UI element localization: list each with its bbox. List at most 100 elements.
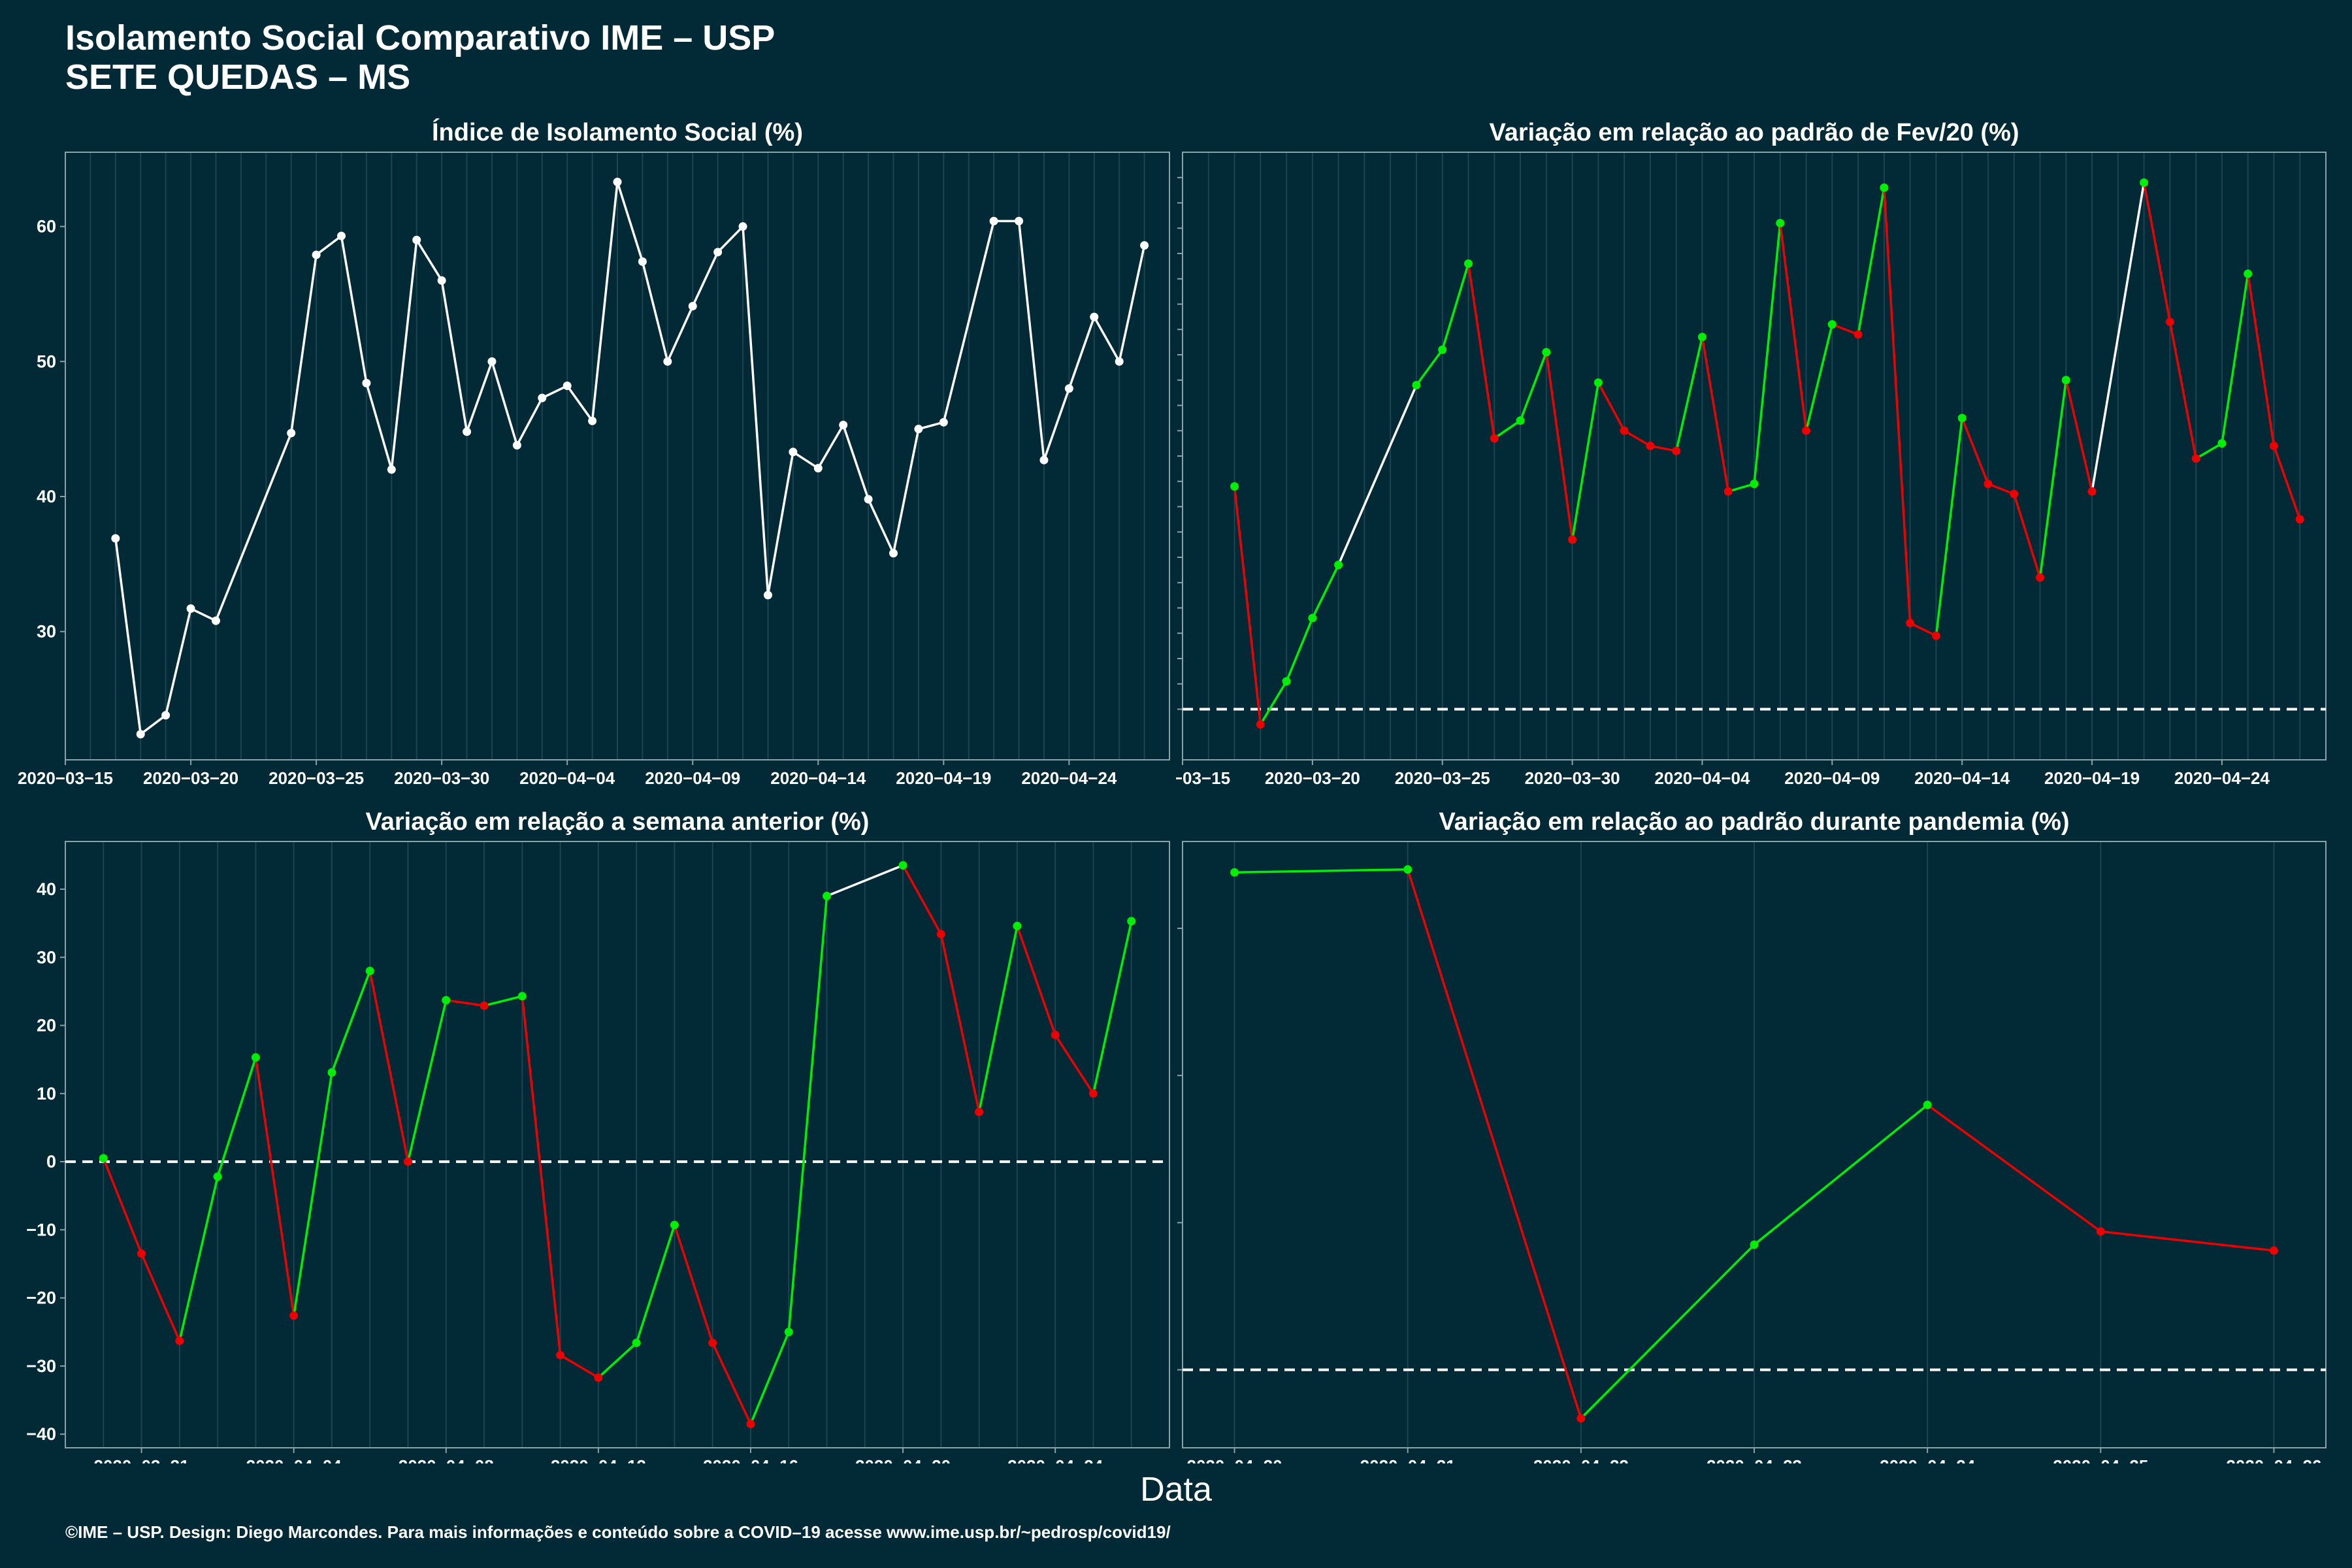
series-segment bbox=[1727, 482, 1755, 493]
data-point bbox=[1013, 921, 1022, 930]
data-point bbox=[2165, 318, 2174, 327]
x-tick-label: 2020−04−23 bbox=[1707, 1456, 1802, 1463]
series-segment bbox=[1054, 1034, 1094, 1094]
series-segment bbox=[1935, 417, 1963, 636]
series-segment bbox=[340, 235, 368, 384]
data-point bbox=[362, 378, 371, 387]
data-point bbox=[989, 216, 998, 225]
x-tick-label: 2020−03−31 bbox=[94, 1456, 189, 1463]
series-segment bbox=[440, 280, 468, 433]
data-point bbox=[1802, 426, 1811, 435]
data-point bbox=[487, 357, 497, 366]
data-point bbox=[1776, 219, 1785, 227]
data-point bbox=[1516, 416, 1525, 425]
data-point bbox=[632, 1338, 641, 1347]
x-tick-label: 2020−04−12 bbox=[551, 1456, 646, 1463]
series-segment bbox=[1407, 869, 1582, 1419]
data-point bbox=[1438, 345, 1447, 354]
footer-credits: ©IME – USP. Design: Diego Marcondes. Par… bbox=[65, 1522, 1171, 1542]
series-segment bbox=[918, 421, 944, 431]
series-segment bbox=[1311, 564, 1340, 619]
data-point bbox=[2140, 178, 2149, 187]
series-segment bbox=[102, 1158, 143, 1254]
data-point bbox=[1697, 333, 1707, 342]
series-segment bbox=[1259, 680, 1288, 725]
data-point bbox=[588, 416, 597, 425]
series-segment bbox=[635, 1224, 676, 1343]
y-tick-label: 20 bbox=[37, 1016, 56, 1036]
x-axis-label: Data bbox=[1140, 1471, 1212, 1509]
series-segment bbox=[1650, 444, 1677, 452]
data-point bbox=[1672, 446, 1681, 455]
series-segment bbox=[521, 996, 562, 1356]
x-tick-label: 2020−04−24 bbox=[1880, 1456, 1976, 1463]
data-point bbox=[713, 248, 723, 257]
data-point bbox=[137, 1249, 146, 1258]
series-segment bbox=[766, 451, 794, 596]
x-tick-label: 2020−03−25 bbox=[269, 768, 364, 788]
data-point bbox=[789, 448, 798, 457]
data-point bbox=[823, 891, 832, 900]
series-segment bbox=[1883, 188, 1912, 623]
series-segment bbox=[977, 925, 1019, 1113]
data-point bbox=[784, 1328, 793, 1337]
data-point bbox=[2217, 439, 2227, 448]
x-tick-label: 2020−04−09 bbox=[1784, 768, 1880, 788]
x-tick-label: 2020−04−20 bbox=[1187, 1456, 1282, 1463]
data-point bbox=[327, 1068, 336, 1077]
data-point bbox=[1931, 631, 1940, 640]
series-segment bbox=[1831, 323, 1859, 336]
data-point bbox=[839, 420, 848, 429]
series-segment bbox=[406, 1000, 448, 1162]
data-point bbox=[1568, 535, 1577, 544]
data-point bbox=[663, 357, 672, 366]
x-tick-label: 2020−03−15 bbox=[1176, 768, 1230, 788]
series-segment bbox=[542, 384, 568, 399]
data-point bbox=[563, 382, 572, 391]
data-point bbox=[2096, 1227, 2105, 1236]
data-point bbox=[1403, 865, 1413, 874]
series-segment bbox=[792, 451, 819, 470]
y-tick-label: 10 bbox=[37, 1084, 56, 1103]
data-point bbox=[2244, 269, 2253, 278]
data-point bbox=[975, 1107, 984, 1117]
data-point bbox=[936, 930, 945, 939]
data-point bbox=[1051, 1030, 1060, 1039]
data-point bbox=[1127, 917, 1136, 926]
series-segment bbox=[1545, 351, 1574, 540]
x-tick-label: 2020−04−19 bbox=[2044, 768, 2140, 788]
series-segment bbox=[2013, 493, 2042, 578]
series-segment bbox=[1092, 921, 1133, 1094]
data-point bbox=[1064, 384, 1073, 393]
data-point bbox=[1088, 1089, 1098, 1098]
series-segment bbox=[2168, 321, 2197, 459]
series-segment bbox=[1118, 245, 1146, 362]
x-tick-label: 2020−04−24 bbox=[1007, 1456, 1103, 1463]
series-segment bbox=[749, 1331, 790, 1425]
data-point bbox=[1334, 561, 1343, 570]
series-segment bbox=[566, 385, 594, 422]
data-point bbox=[251, 1053, 260, 1062]
data-point bbox=[1230, 482, 1239, 491]
series-segment bbox=[2065, 380, 2093, 492]
x-tick-label: 2020−04−19 bbox=[896, 768, 991, 788]
x-tick-label: 2020−04−14 bbox=[1914, 768, 2010, 788]
panel-variation-previous-week: Variação em relação a semana anterior (%… bbox=[26, 808, 1170, 1463]
data-point bbox=[136, 730, 145, 739]
series-segment bbox=[416, 239, 443, 282]
x-tick-label: 2020−03−20 bbox=[143, 768, 238, 788]
data-point bbox=[1412, 381, 1421, 389]
data-point bbox=[2295, 515, 2304, 524]
series-segment bbox=[1233, 486, 1262, 725]
data-point bbox=[161, 711, 171, 720]
data-point bbox=[1015, 216, 1024, 225]
series-segment bbox=[1580, 1243, 1756, 1420]
series-segment bbox=[641, 261, 669, 362]
data-point bbox=[1576, 1414, 1586, 1423]
series-segment bbox=[591, 182, 619, 421]
y-tick-label: 50 bbox=[37, 351, 56, 371]
data-point bbox=[1750, 480, 1759, 489]
data-point bbox=[111, 534, 120, 543]
data-point bbox=[289, 1311, 299, 1320]
series-segment bbox=[114, 538, 142, 734]
